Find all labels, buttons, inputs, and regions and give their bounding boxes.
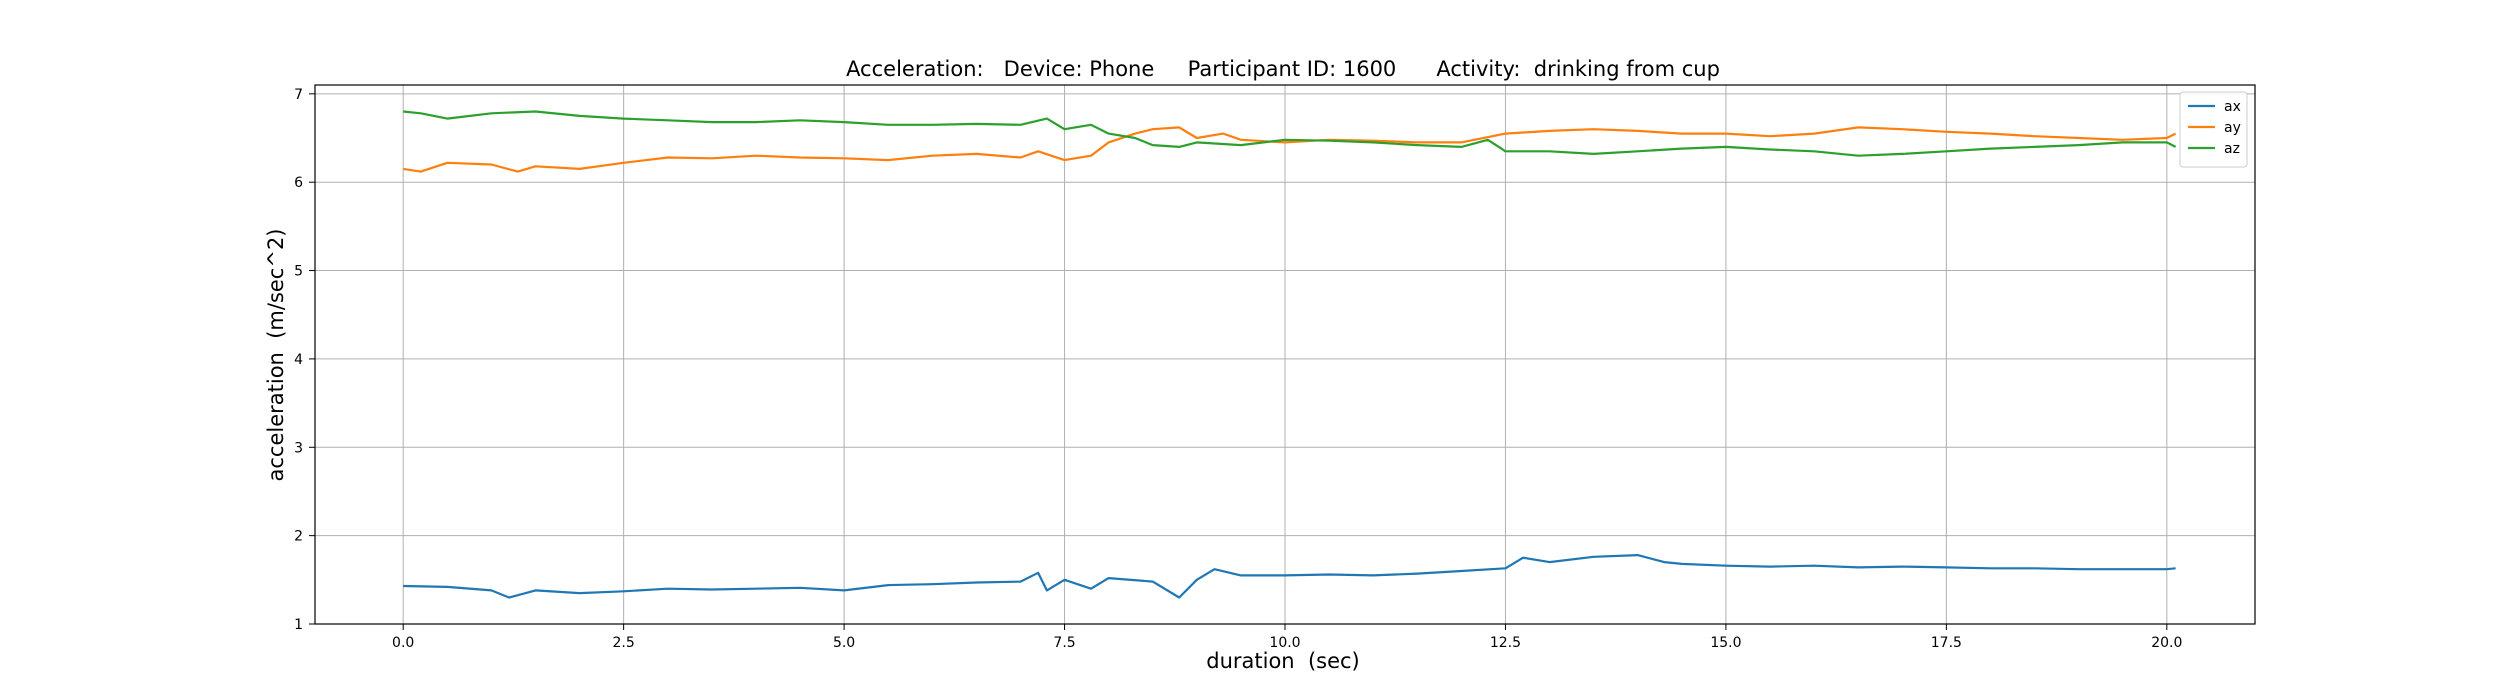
x-tick-label: 20.0	[2151, 635, 2182, 651]
legend: ax ay az	[2179, 91, 2248, 168]
x-tick-label: 17.5	[1931, 635, 1962, 651]
series-layer	[403, 110, 2177, 599]
x-tick-label: 15.0	[1710, 635, 1741, 651]
series-line-ay	[403, 126, 2177, 173]
series-line-az	[403, 110, 2177, 157]
legend-label-az: az	[2224, 141, 2240, 157]
y-tick-label: 3	[294, 440, 303, 456]
x-tick-label: 12.5	[1490, 635, 1521, 651]
y-tick-label: 2	[294, 529, 303, 545]
legend-label-ax: ax	[2224, 99, 2241, 115]
x-tick-label: 7.5	[1053, 635, 1075, 651]
y-tick-label: 7	[294, 87, 303, 103]
axis-ticks: 0.0 2.5 5.0 7.5 10.0 12.5 15.0 17.5 20.0 1 2 3 4 5 6 7	[294, 87, 2182, 651]
series-line-ax	[403, 553, 2176, 599]
y-axis-label: acceleration (m/sec^2)	[264, 229, 288, 482]
x-tick-label: 2.5	[613, 635, 635, 651]
x-axis-label: duration (sec)	[1206, 649, 1360, 673]
x-tick-label: 10.0	[1269, 635, 1300, 651]
legend-label-ay: ay	[2224, 120, 2241, 136]
y-tick-label: 4	[294, 352, 303, 368]
x-tick-label: 0.0	[392, 635, 414, 651]
y-tick-label: 5	[294, 264, 303, 280]
y-tick-label: 1	[294, 617, 303, 633]
x-tick-label: 5.0	[833, 635, 855, 651]
y-tick-label: 6	[294, 175, 303, 191]
chart-title: Acceleration: Device: Phone Participant …	[846, 57, 1720, 81]
